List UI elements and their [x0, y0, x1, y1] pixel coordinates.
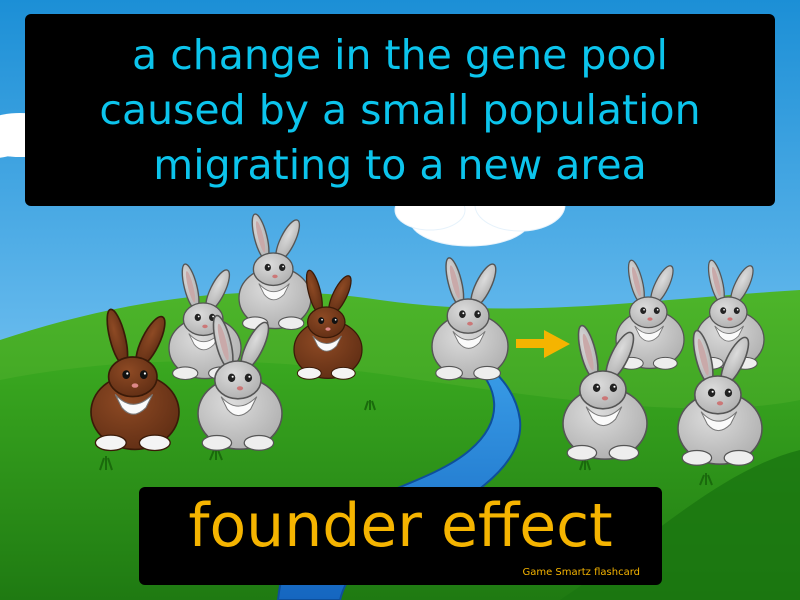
- definition-line: caused by a small population: [99, 85, 701, 134]
- definition-line: a change in the gene pool: [132, 30, 668, 79]
- arrow-right-icon: [516, 330, 570, 358]
- brand-label: Game Smartz flashcard: [522, 567, 640, 578]
- term-box: founder effect Game Smartz flashcard: [139, 487, 662, 585]
- term-title: founder effect: [188, 491, 613, 561]
- definition-box: a change in the gene pool caused by a sm…: [25, 14, 775, 206]
- definition-line: migrating to a new area: [153, 140, 647, 189]
